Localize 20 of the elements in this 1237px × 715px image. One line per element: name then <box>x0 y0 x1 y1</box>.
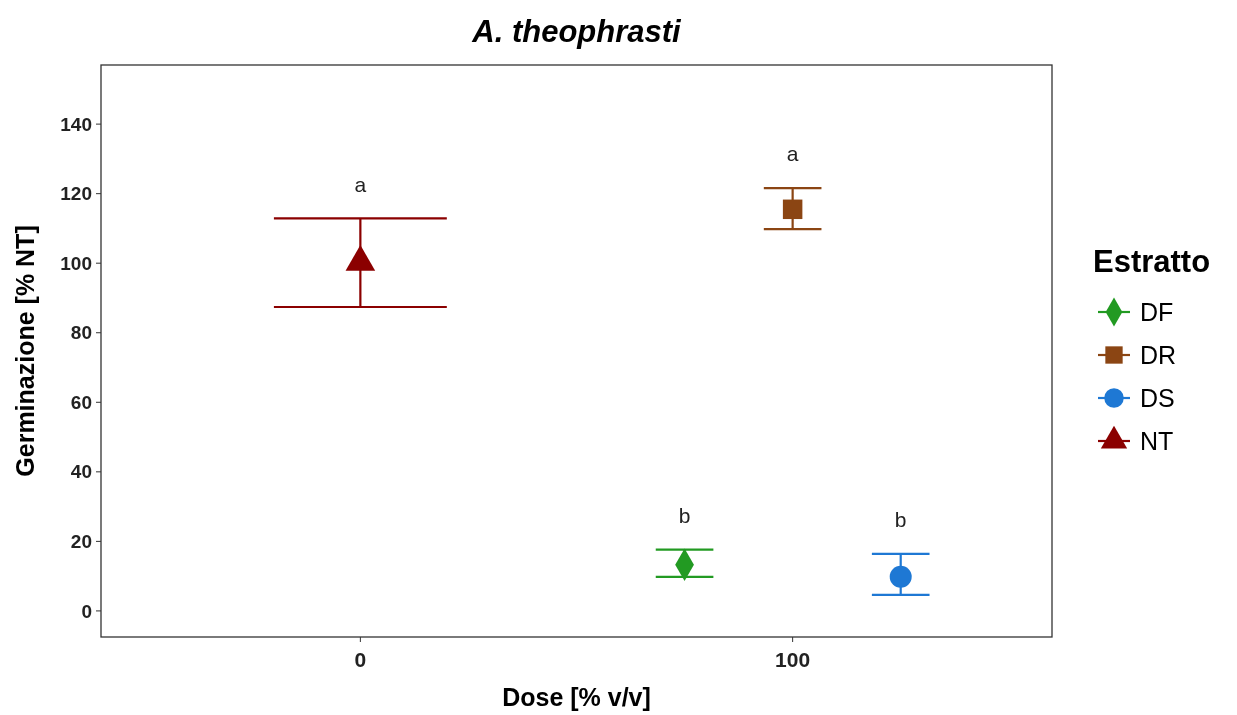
y-tick-label: 120 <box>60 183 92 205</box>
y-tick-label: 40 <box>70 461 92 483</box>
legend-label: NT <box>1140 426 1174 455</box>
annotation: a <box>354 172 367 196</box>
y-tick-label: 60 <box>70 391 92 413</box>
legend-title: Estratto <box>1093 244 1211 279</box>
legend-label: DR <box>1140 340 1177 369</box>
annotation: b <box>894 508 907 532</box>
chart-title: A. theophrasti <box>471 14 683 49</box>
legend-label: DS <box>1140 383 1175 412</box>
y-axis-title: Germinazione [% NT] <box>11 225 39 477</box>
x-axis-title: Dose [% v/v] <box>502 683 651 711</box>
y-tick-label: 0 <box>81 600 92 622</box>
legend-label: DF <box>1140 297 1174 326</box>
y-tick-label: 140 <box>60 113 92 135</box>
y-tick-label: 100 <box>60 252 92 274</box>
y-tick-label: 80 <box>70 322 92 344</box>
y-tick-label: 20 <box>70 531 92 553</box>
annotation: a <box>786 142 799 166</box>
annotation: b <box>678 504 691 528</box>
